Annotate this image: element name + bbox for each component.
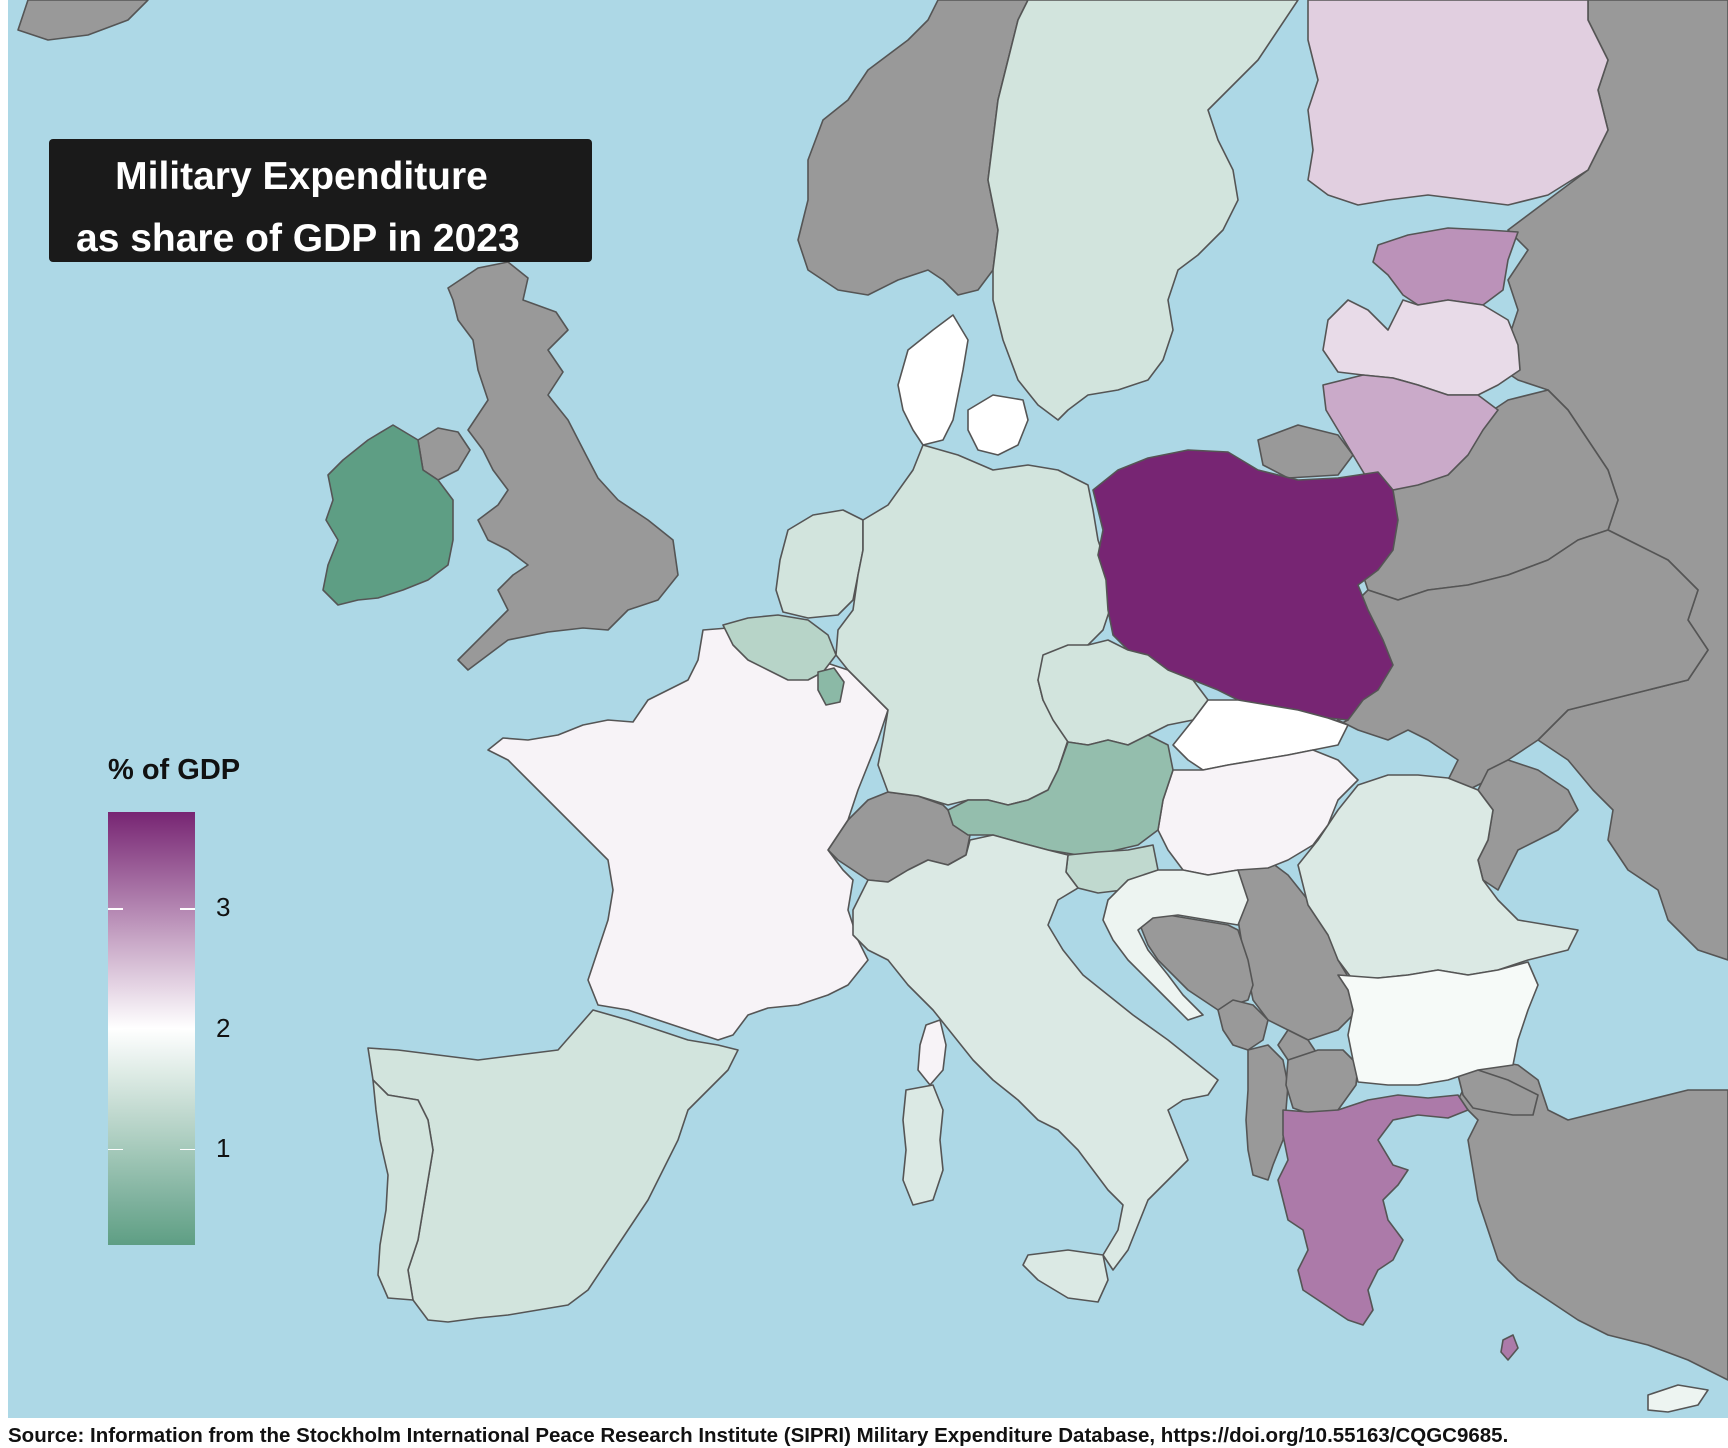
country-north-macedonia (1285, 1049, 1359, 1116)
legend-title: % of GDP (108, 754, 241, 786)
country-norway-north (17, 0, 149, 41)
legend-tick-label: 1 (216, 1132, 231, 1163)
country-sweden (987, 0, 1299, 421)
legend-tick-left (108, 1028, 123, 1030)
country-greece-crete (1500, 1334, 1519, 1361)
map-title-line-2: as share of GDP in 2023 (76, 217, 520, 260)
country-denmark (897, 314, 969, 446)
country-netherlands (775, 509, 864, 619)
country-italy (852, 834, 1219, 1271)
country-kaliningrad (1257, 424, 1354, 479)
country-turkey (1457, 1059, 1728, 1381)
europe-map (8, 0, 1728, 1418)
legend-tick-right (180, 908, 195, 910)
country-france (487, 627, 889, 1041)
country-turkey-thrace (1457, 1069, 1539, 1116)
legend-tick-left (108, 908, 123, 910)
legend-tick-label: 2 (216, 1012, 231, 1043)
country-france-corsica (917, 1019, 947, 1086)
country-greece (1277, 1094, 1469, 1326)
country-united-kingdom (447, 261, 679, 671)
country-italy-sardinia (902, 1084, 944, 1206)
country-luxembourg (817, 667, 845, 706)
country-lithuania (1322, 374, 1499, 491)
map-title-line-1: Military Expenditure (115, 155, 488, 198)
country-denmark-islands (967, 394, 1029, 456)
data-countries (322, 0, 1709, 1413)
map-area (8, 0, 1728, 1418)
country-czechia (1037, 639, 1209, 746)
legend-tick-right (180, 1148, 195, 1151)
country-cyprus (1647, 1384, 1709, 1413)
country-bulgaria (1337, 961, 1539, 1086)
country-estonia (1372, 227, 1519, 306)
source-note: Source: Information from the Stockholm I… (8, 1424, 1509, 1447)
country-albania (1245, 1044, 1289, 1181)
country-poland (1092, 449, 1399, 721)
map-title: Military Expenditure as share of GDP in … (49, 139, 592, 262)
no-data-countries (17, 0, 1728, 1381)
country-portugal (372, 1079, 434, 1301)
country-ireland (322, 424, 454, 606)
country-italy-sicily (1022, 1249, 1109, 1303)
legend-tick-right (180, 1028, 195, 1030)
country-finland (1307, 0, 1609, 206)
country-montenegro (1217, 999, 1269, 1051)
legend-tick-left (108, 1148, 123, 1151)
country-croatia (1102, 869, 1249, 1021)
legend-tick-label: 3 (216, 892, 231, 923)
country-slovakia (1172, 699, 1349, 771)
